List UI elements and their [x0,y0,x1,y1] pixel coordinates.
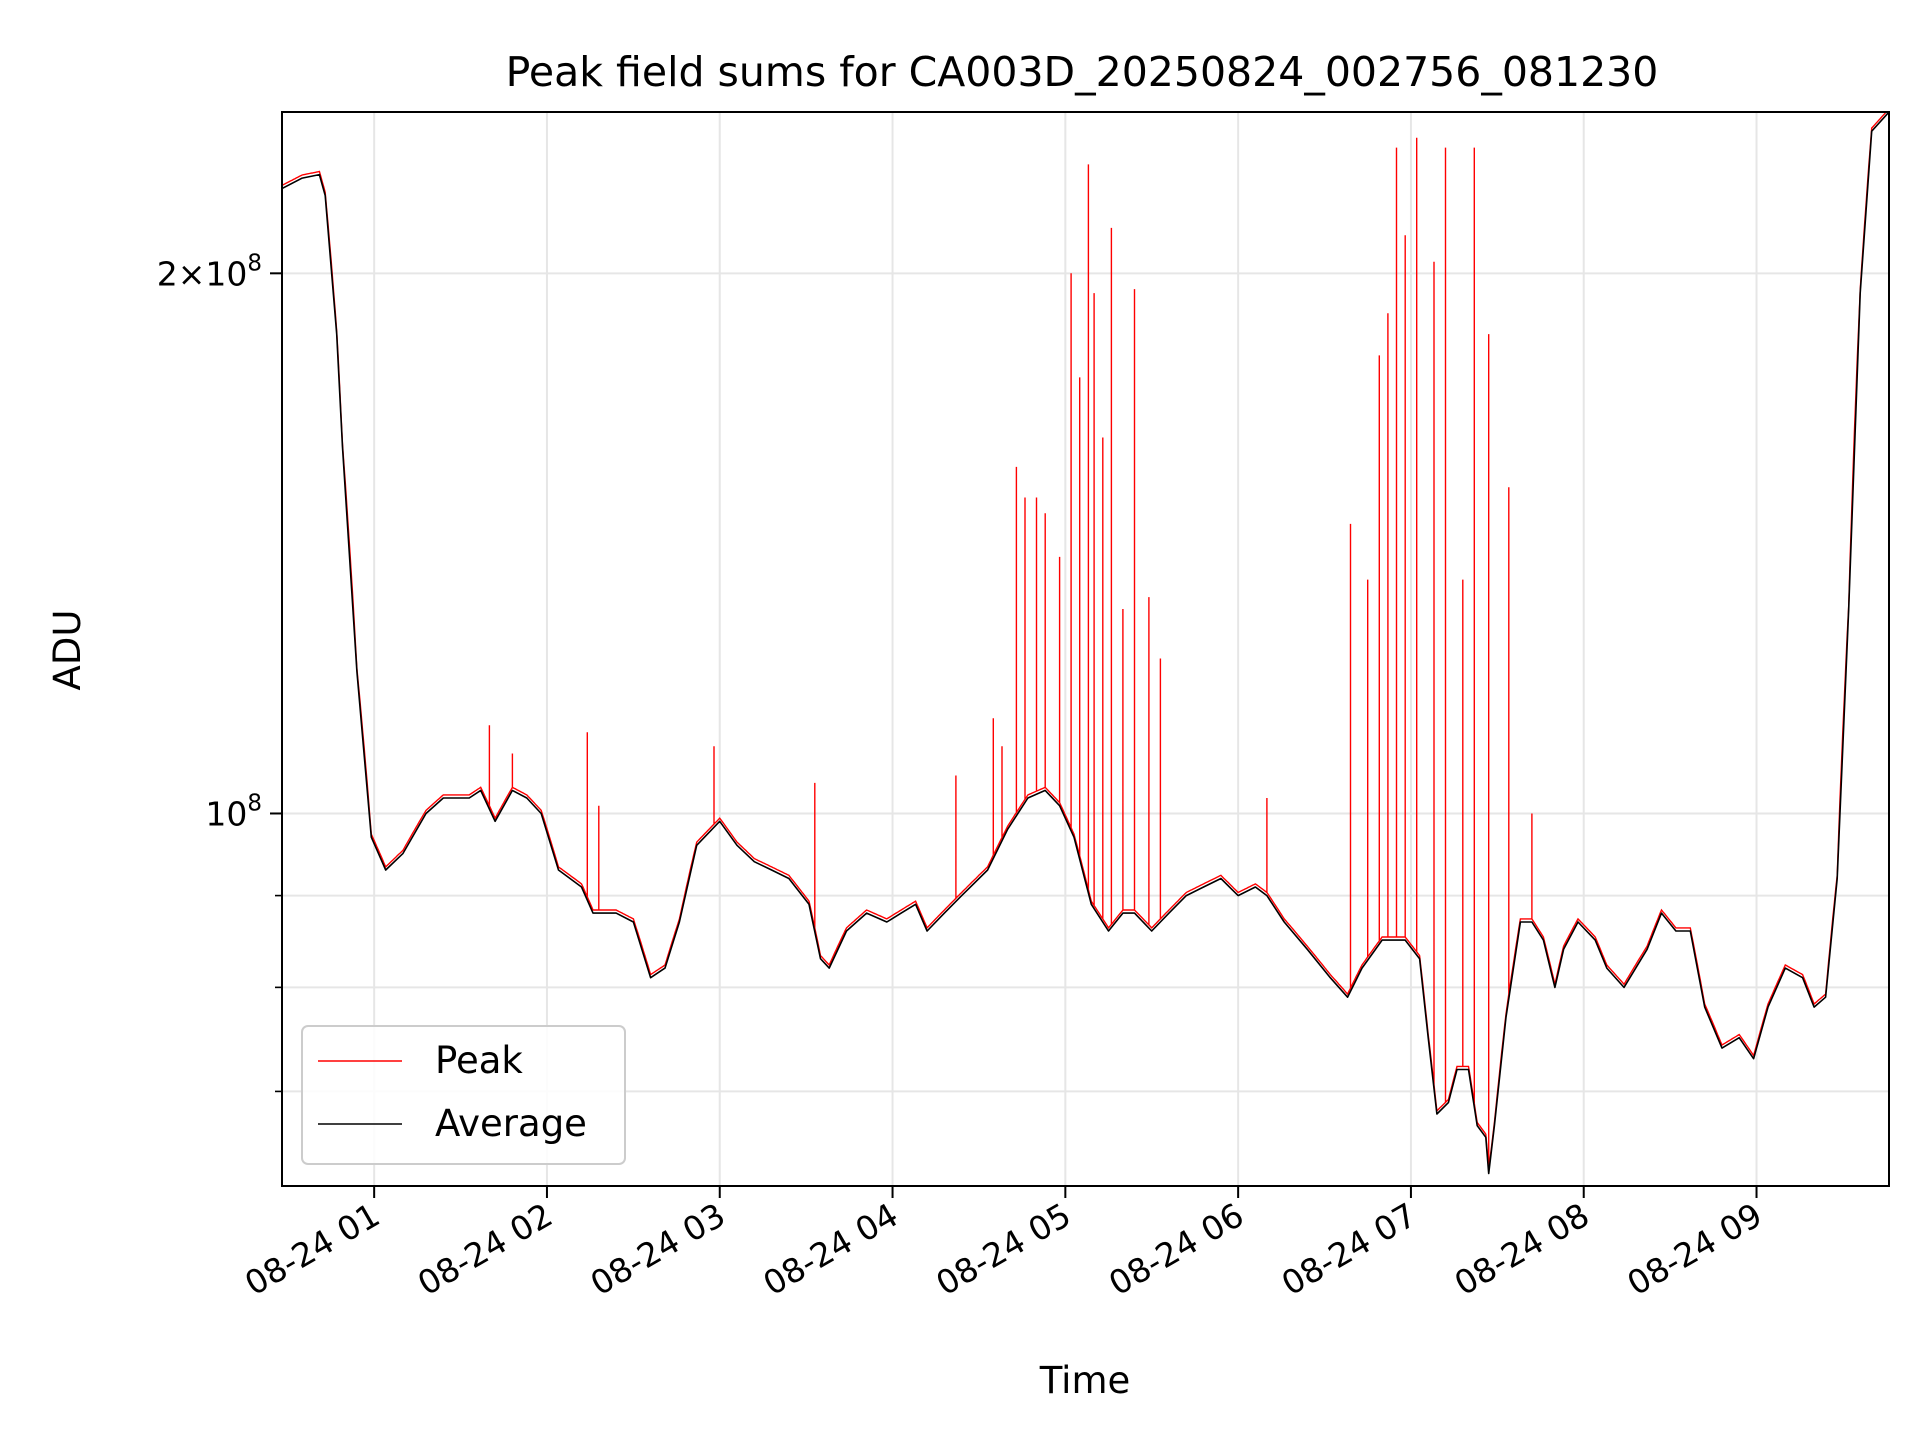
legend-label-peak: Peak [435,1039,523,1082]
plot-frame [281,111,1890,1187]
series-layer [282,112,1889,1175]
legend: Peak Average [301,1025,626,1165]
chart-title: Peak field sums for CA003D_20250824_0027… [506,48,1659,96]
y-axis-label: ADU [46,610,89,691]
grid [282,112,1889,1186]
y-tick-label: 2×108 [157,250,262,293]
y-tick-label: 108 [205,790,262,833]
series-line-peak [282,112,1888,1171]
x-axis-label: Time [1039,1359,1131,1402]
legend-label-average: Average [435,1102,587,1145]
series-line-average [282,112,1889,1175]
y-axis: 108 2×108 [157,250,282,1093]
